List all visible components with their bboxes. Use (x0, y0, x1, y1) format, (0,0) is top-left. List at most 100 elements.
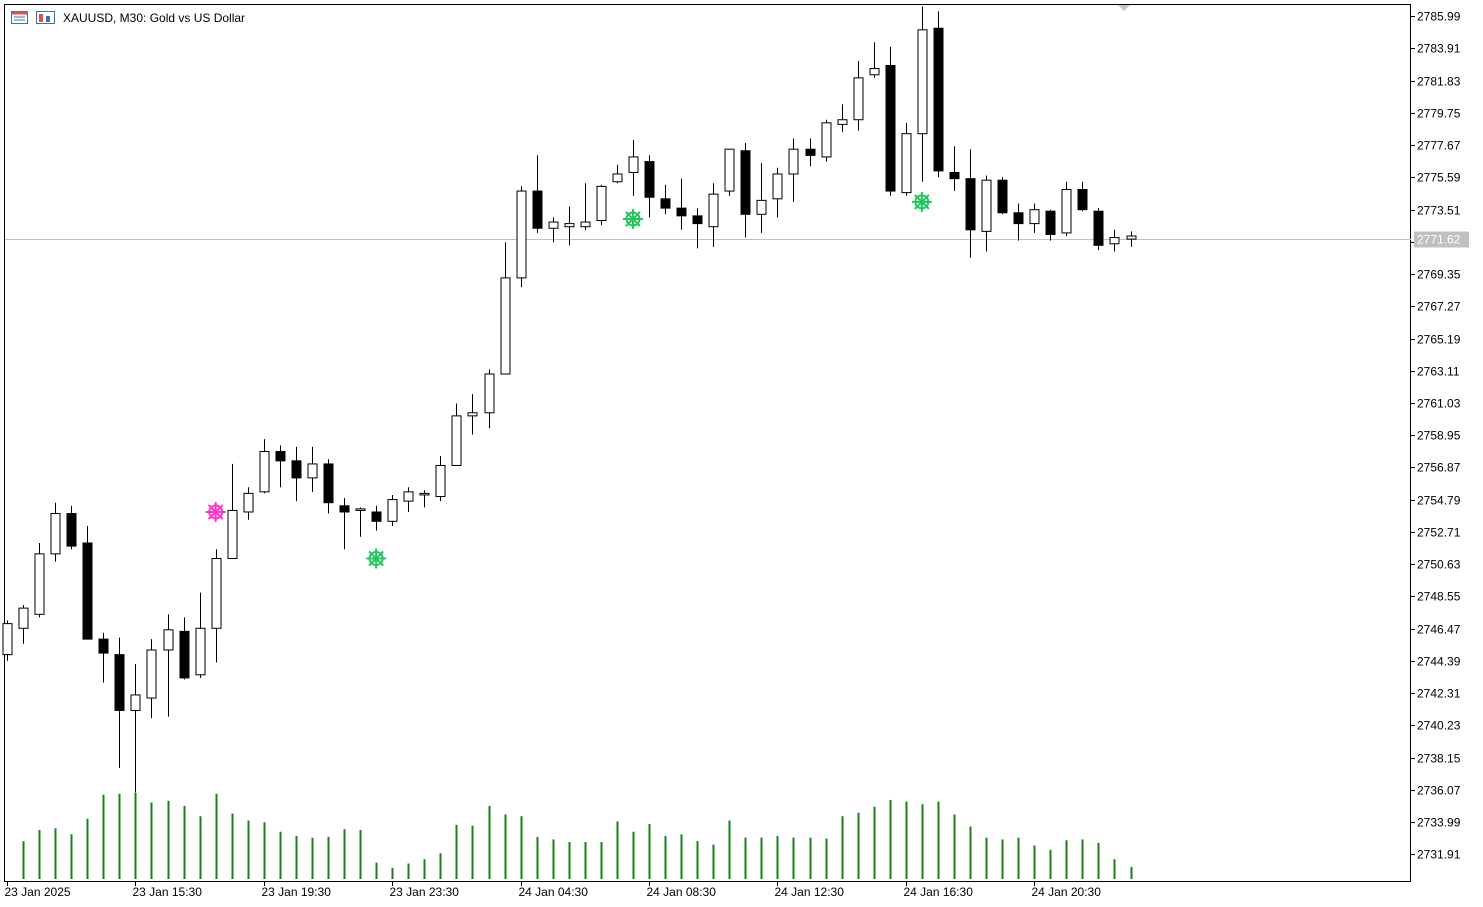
time-axis[interactable]: 23 Jan 2025 23 Jan 15:30 23 Jan 19:30 23 Ja… (5, 881, 1102, 899)
candle[interactable] (1061, 181, 1072, 237)
candle[interactable] (580, 183, 591, 230)
price-tick-label: 2754.79 (1417, 494, 1461, 508)
candle[interactable] (1093, 208, 1104, 250)
candle[interactable] (1013, 203, 1024, 241)
candle[interactable] (676, 178, 687, 230)
candle[interactable] (1109, 229, 1120, 252)
candle[interactable] (307, 446, 318, 492)
candle[interactable] (500, 242, 511, 375)
candle-body-bull (821, 122, 832, 158)
candle[interactable] (564, 206, 575, 246)
candle[interactable] (933, 11, 944, 178)
candle-body-bull (146, 649, 157, 699)
candle[interactable] (291, 446, 302, 502)
candle[interactable] (740, 142, 751, 238)
candle-body-bull (869, 68, 880, 76)
candle[interactable] (275, 445, 286, 488)
current-price-badge (1414, 231, 1469, 248)
candle[interactable] (724, 148, 735, 196)
candle[interactable] (130, 663, 141, 793)
candle[interactable] (484, 369, 495, 429)
candle-body-bear (82, 542, 93, 640)
candle[interactable] (163, 614, 174, 717)
candle[interactable] (692, 208, 703, 249)
candle[interactable] (1126, 231, 1137, 247)
candle[interactable] (901, 122, 912, 196)
candle[interactable] (403, 487, 414, 512)
candle[interactable] (195, 592, 206, 678)
signal-hub (919, 199, 925, 205)
signal-spoke (368, 550, 376, 558)
candle[interactable] (853, 60, 864, 131)
candle[interactable] (323, 459, 334, 514)
candle[interactable] (821, 119, 832, 162)
candle[interactable] (211, 549, 222, 663)
candle[interactable] (869, 42, 880, 78)
candle[interactable] (355, 507, 366, 537)
candle[interactable] (387, 494, 398, 526)
candle-body-bull (564, 223, 575, 228)
candle[interactable] (66, 505, 77, 550)
candle[interactable] (628, 139, 639, 196)
chart-settings-icon[interactable] (36, 11, 55, 24)
candle-body-bear (275, 451, 286, 462)
chart-shift-marker-icon[interactable] (1118, 5, 1130, 11)
candle[interactable] (82, 525, 93, 640)
candle[interactable] (371, 505, 382, 531)
candle[interactable] (660, 184, 671, 215)
candle[interactable] (708, 183, 719, 247)
candle[interactable] (259, 439, 270, 494)
candle[interactable] (917, 6, 928, 182)
candle-body-bull (901, 133, 912, 194)
candle[interactable] (772, 167, 783, 218)
candle[interactable] (419, 490, 430, 508)
candle-body-bear (1077, 189, 1088, 211)
candle[interactable] (146, 639, 157, 719)
candle[interactable] (516, 186, 527, 288)
candle[interactable] (612, 164, 623, 184)
candle[interactable] (885, 46, 896, 196)
chart-window-icon[interactable] (11, 11, 28, 24)
price-tick-label: 2781.83 (1417, 75, 1461, 89)
candle-body-bull (596, 185, 607, 222)
candle[interactable] (1045, 209, 1056, 241)
candle[interactable] (596, 184, 607, 226)
candle[interactable] (227, 463, 238, 560)
candle[interactable] (756, 163, 767, 233)
signal-spoke (633, 219, 641, 227)
price-tick-label: 2761.03 (1417, 397, 1461, 411)
candle[interactable] (805, 138, 816, 167)
candle-body-bear (1013, 212, 1024, 225)
candle[interactable] (179, 617, 190, 680)
candle[interactable] (981, 175, 992, 252)
candle-body-bear (740, 150, 751, 215)
candle[interactable] (548, 217, 559, 243)
candlestick-series[interactable] (2, 6, 1137, 793)
price-axis[interactable]: 2785.99 2783.91 2781.83 2779.75 2777.67 2775.… (1411, 10, 1469, 862)
candle[interactable] (339, 498, 350, 550)
candle[interactable] (114, 637, 125, 768)
candle[interactable] (965, 149, 976, 258)
candle[interactable] (532, 155, 543, 233)
candle[interactable] (18, 605, 29, 644)
candle[interactable] (243, 487, 254, 520)
candle-body-bear (114, 654, 125, 711)
candle[interactable] (1029, 203, 1040, 233)
candle[interactable] (1077, 181, 1088, 212)
candle[interactable] (50, 502, 61, 562)
candle[interactable] (2, 620, 13, 661)
candle[interactable] (467, 394, 478, 435)
candle[interactable] (997, 177, 1008, 215)
candle[interactable] (949, 146, 960, 192)
candle[interactable] (34, 543, 45, 618)
candle[interactable] (451, 403, 462, 466)
candle[interactable] (435, 456, 446, 502)
candle[interactable] (788, 138, 799, 202)
price-tick-label: 2769.35 (1417, 268, 1461, 282)
candle[interactable] (98, 632, 109, 683)
signal-hub (630, 216, 636, 222)
price-tick-label: 2783.91 (1417, 42, 1461, 56)
candle[interactable] (644, 155, 655, 218)
candle[interactable] (837, 104, 848, 133)
